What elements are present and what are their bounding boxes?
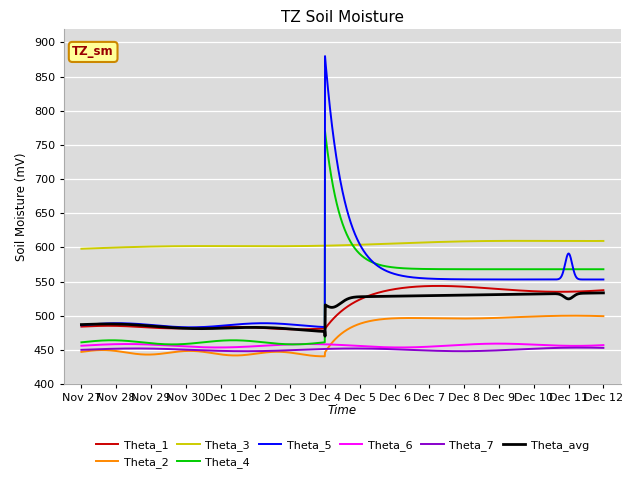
Theta_6 bbox=[332, 342, 339, 348]
Theta_7 bbox=[318, 346, 326, 352]
Theta_3 bbox=[584, 238, 592, 244]
Theta_avg bbox=[584, 290, 592, 296]
Theta_7 bbox=[241, 348, 249, 354]
Theta_6 bbox=[494, 341, 502, 347]
Theta_avg bbox=[332, 304, 339, 310]
Theta_3 bbox=[317, 243, 325, 249]
Theta_avg bbox=[104, 321, 112, 327]
Theta_avg bbox=[317, 328, 325, 334]
Title: TZ Soil Moisture: TZ Soil Moisture bbox=[281, 10, 404, 25]
Theta_1 bbox=[318, 326, 326, 332]
Theta_1 bbox=[77, 324, 85, 329]
Theta_3 bbox=[104, 245, 112, 251]
Theta_2 bbox=[104, 348, 112, 353]
Theta_6 bbox=[600, 342, 607, 348]
Theta_4 bbox=[600, 266, 607, 272]
Theta_avg bbox=[77, 322, 85, 327]
Line: Theta_7: Theta_7 bbox=[81, 348, 604, 351]
Theta_1 bbox=[585, 288, 593, 294]
Theta_1 bbox=[585, 288, 593, 294]
Theta_2 bbox=[317, 353, 325, 359]
Theta_4 bbox=[321, 128, 329, 134]
Theta_4 bbox=[77, 339, 85, 345]
Theta_5 bbox=[585, 276, 593, 282]
Theta_avg bbox=[585, 290, 593, 296]
Theta_6 bbox=[317, 341, 325, 347]
Theta_7 bbox=[77, 347, 85, 353]
Theta_2 bbox=[77, 349, 85, 355]
Theta_7 bbox=[585, 345, 593, 350]
Theta_6 bbox=[396, 345, 404, 350]
Theta_5 bbox=[489, 276, 497, 282]
Theta_1 bbox=[489, 286, 497, 291]
Theta_3 bbox=[585, 238, 593, 244]
Theta_5 bbox=[77, 323, 85, 328]
Theta_5 bbox=[332, 150, 340, 156]
Line: Theta_5: Theta_5 bbox=[81, 56, 604, 327]
Theta_6 bbox=[585, 343, 593, 348]
Line: Theta_4: Theta_4 bbox=[81, 131, 604, 344]
Legend: Theta_1, Theta_2, Theta_3, Theta_4, Theta_5, Theta_6, Theta_7, Theta_avg: Theta_1, Theta_2, Theta_3, Theta_4, Thet… bbox=[92, 436, 593, 472]
Theta_6 bbox=[77, 343, 85, 348]
Theta_3 bbox=[488, 238, 496, 244]
Theta_4 bbox=[318, 340, 326, 346]
Line: Theta_6: Theta_6 bbox=[81, 344, 604, 348]
Theta_1 bbox=[293, 326, 301, 332]
Theta_2 bbox=[332, 336, 339, 342]
Theta_5 bbox=[321, 53, 329, 59]
Theta_1 bbox=[104, 323, 112, 329]
Theta_avg bbox=[600, 290, 607, 296]
Theta_2 bbox=[585, 313, 593, 319]
Theta_2 bbox=[319, 353, 327, 359]
Line: Theta_3: Theta_3 bbox=[81, 241, 604, 249]
Theta_3 bbox=[600, 238, 607, 244]
Theta_1 bbox=[435, 283, 442, 289]
X-axis label: Time: Time bbox=[328, 405, 357, 418]
Theta_2 bbox=[585, 313, 593, 319]
Theta_5 bbox=[585, 276, 593, 282]
Theta_3 bbox=[332, 242, 339, 248]
Theta_4 bbox=[104, 337, 112, 343]
Theta_5 bbox=[318, 324, 326, 330]
Theta_4 bbox=[585, 266, 593, 272]
Theta_3 bbox=[77, 246, 85, 252]
Text: TZ_sm: TZ_sm bbox=[72, 46, 114, 59]
Theta_4 bbox=[585, 266, 593, 272]
Theta_7 bbox=[489, 348, 497, 353]
Theta_1 bbox=[600, 288, 607, 293]
Theta_2 bbox=[570, 313, 577, 319]
Theta_4 bbox=[332, 196, 340, 202]
Theta_6 bbox=[585, 343, 593, 348]
Line: Theta_avg: Theta_avg bbox=[81, 293, 604, 336]
Theta_avg bbox=[321, 333, 329, 339]
Theta_7 bbox=[577, 345, 584, 350]
Line: Theta_1: Theta_1 bbox=[81, 286, 604, 329]
Theta_3 bbox=[515, 238, 523, 244]
Theta_7 bbox=[332, 346, 339, 351]
Line: Theta_2: Theta_2 bbox=[81, 316, 604, 356]
Theta_2 bbox=[600, 313, 607, 319]
Theta_5 bbox=[600, 276, 607, 282]
Theta_4 bbox=[489, 266, 497, 272]
Theta_7 bbox=[600, 345, 607, 351]
Theta_6 bbox=[489, 341, 497, 347]
Theta_avg bbox=[489, 292, 497, 298]
Theta_7 bbox=[104, 346, 112, 352]
Theta_1 bbox=[332, 313, 339, 319]
Theta_2 bbox=[489, 315, 497, 321]
Theta_5 bbox=[187, 324, 195, 330]
Theta_4 bbox=[290, 341, 298, 347]
Theta_5 bbox=[104, 321, 112, 326]
Theta_6 bbox=[104, 341, 112, 347]
Theta_7 bbox=[585, 345, 593, 350]
Y-axis label: Soil Moisture (mV): Soil Moisture (mV) bbox=[15, 152, 28, 261]
